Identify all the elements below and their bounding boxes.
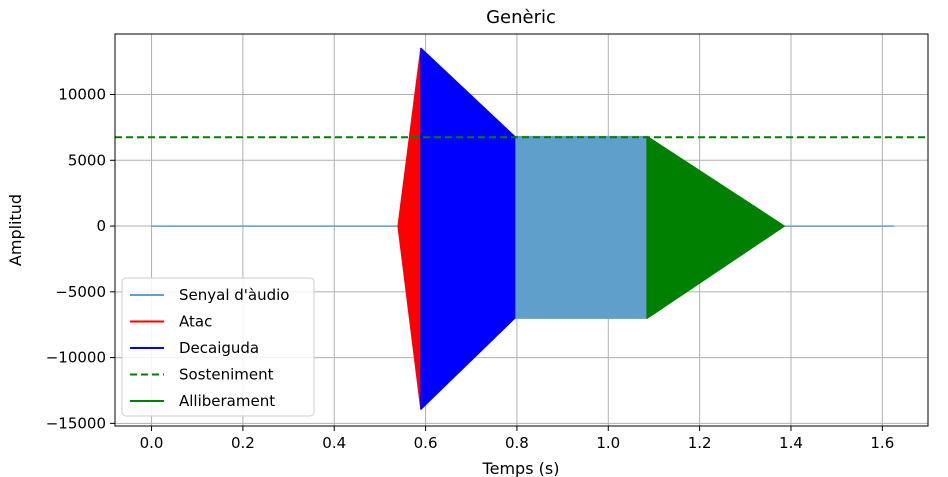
legend: Senyal d'àudio Atac Decaiguda Sosteniment Al… bbox=[121, 277, 315, 417]
y-axis: 10000 5000 0 −5000 −10000 −15000 bbox=[46, 86, 115, 432]
x-tick-label: 1.6 bbox=[870, 434, 894, 452]
legend-entry: Sosteniment bbox=[179, 366, 274, 384]
x-tick-label: 0.4 bbox=[322, 434, 346, 452]
x-tick-label: 1.0 bbox=[596, 434, 620, 452]
y-tick-label: −10000 bbox=[46, 349, 106, 367]
y-tick-label: −15000 bbox=[46, 414, 106, 432]
series-alliberament bbox=[646, 135, 785, 319]
legend-entry: Atac bbox=[179, 313, 212, 331]
y-tick-label: 0 bbox=[96, 217, 106, 235]
x-tick-label: 0.6 bbox=[414, 434, 438, 452]
y-tick-label: 5000 bbox=[68, 151, 106, 169]
plot-marks bbox=[150, 47, 895, 410]
y-axis-label: Amplitud bbox=[6, 194, 25, 266]
x-tick-label: 0.0 bbox=[140, 434, 164, 452]
y-tick-label: −5000 bbox=[55, 283, 106, 301]
series-decaiguda bbox=[420, 47, 516, 410]
legend-entry: Alliberament bbox=[179, 392, 275, 410]
legend-entry: Senyal d'àudio bbox=[179, 286, 289, 304]
y-tick-label: 10000 bbox=[58, 86, 106, 104]
x-tick-label: 1.2 bbox=[688, 434, 712, 452]
plot-frame bbox=[114, 33, 929, 427]
legend-box bbox=[121, 277, 315, 417]
chart-title: Genèric bbox=[486, 7, 556, 28]
x-axis-label: Temps (s) bbox=[482, 459, 560, 477]
legend-entry: Decaiguda bbox=[179, 339, 259, 357]
x-axis: 0.0 0.2 0.4 0.6 0.8 1.0 1.2 1.4 1.6 bbox=[140, 426, 894, 452]
x-tick-label: 0.2 bbox=[231, 434, 255, 452]
x-tick-label: 1.4 bbox=[779, 434, 803, 452]
x-tick-label: 0.8 bbox=[505, 434, 529, 452]
